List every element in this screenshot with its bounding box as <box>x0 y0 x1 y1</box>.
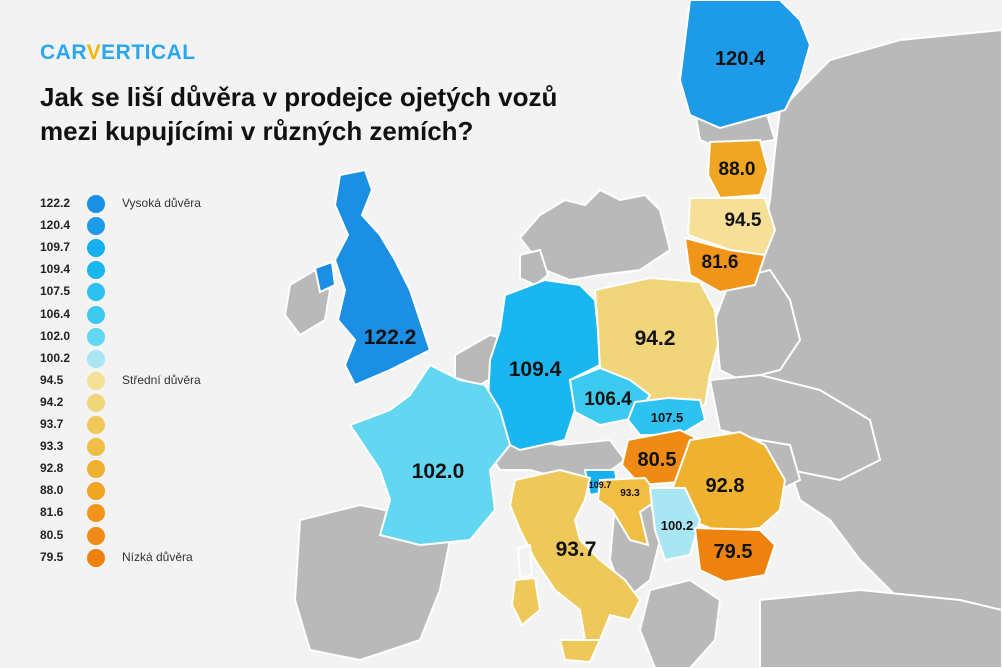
legend-value: 93.3 <box>40 439 64 454</box>
value-hungary: 80.5 <box>638 449 677 471</box>
legend-value: 94.2 <box>40 394 64 409</box>
value-lithuania: 94.5 <box>725 210 762 231</box>
greece-land <box>638 578 722 668</box>
legend-swatch-dot <box>87 239 105 258</box>
legend-label: Vysoká důvěra <box>122 196 201 210</box>
country-latvia <box>706 138 770 200</box>
carvertical-logo: CARVERTICAL <box>40 41 196 64</box>
legend-swatch-dot <box>87 305 105 324</box>
legend-label: Nízká důvěra <box>122 549 193 564</box>
legend-swatch-dot <box>87 195 105 213</box>
country-italy-sicily <box>558 639 602 664</box>
value-italy: 93.7 <box>556 538 597 561</box>
country-serbia <box>648 487 702 562</box>
country-croatia <box>596 476 662 547</box>
legend-value: 94.5 <box>40 372 64 387</box>
value-france: 102.0 <box>412 460 465 483</box>
legend-swatch-dot <box>87 393 105 412</box>
country-values: 120.4 88.0 94.5 81.6 122.2 109.4 94.2 10… <box>364 48 766 563</box>
country-bulgaria <box>693 526 777 584</box>
legend-swatch-dot <box>87 438 105 457</box>
legend-swatch-dot <box>87 504 105 523</box>
legend-value: 88.0 <box>40 483 64 498</box>
country-france <box>348 363 512 547</box>
country-lithuania-south <box>683 236 767 294</box>
legend-value: 109.4 <box>40 262 71 277</box>
value-germany: 109.4 <box>509 358 562 381</box>
legend-value: 120.4 <box>40 218 71 233</box>
country-corsica <box>516 543 534 580</box>
legend-value: 79.5 <box>40 549 64 564</box>
value-slovakia: 107.5 <box>651 410 684 425</box>
norway-sweden-land <box>518 188 672 282</box>
country-uk-ni <box>313 260 337 294</box>
legend-value: 122.2 <box>40 196 71 210</box>
value-finland: 120.4 <box>715 48 766 70</box>
legend-swatch-dot <box>87 327 105 346</box>
country-italy <box>508 468 642 641</box>
legend-value: 109.7 <box>40 240 71 255</box>
value-lithuania-south: 81.6 <box>702 252 739 273</box>
value-uk: 122.2 <box>364 326 417 349</box>
legend-value: 93.7 <box>40 417 64 431</box>
value-czechia: 106.4 <box>584 389 632 410</box>
legend-value: 106.4 <box>40 306 71 321</box>
value-romania: 92.8 <box>706 475 745 497</box>
legend-swatch-dot <box>87 371 105 390</box>
country-finland <box>678 0 812 130</box>
legend-value: 107.5 <box>40 284 71 299</box>
legend-swatch-dot <box>87 548 105 567</box>
country-slovakia <box>626 396 707 436</box>
legend-value: 100.2 <box>40 350 71 365</box>
legend-swatch-dot <box>87 416 105 434</box>
value-bulgaria: 79.5 <box>714 541 753 563</box>
legend-swatch-dot <box>87 460 105 479</box>
country-uk <box>333 168 432 387</box>
legend-swatch-dot <box>87 283 105 302</box>
highlighted-countries <box>313 0 812 664</box>
value-croatia: 93.3 <box>620 488 640 499</box>
legend-swatch-dot <box>87 217 105 236</box>
denmark-land <box>519 248 550 287</box>
legend-swatch-dot <box>87 261 105 280</box>
turkey-land <box>759 588 1002 668</box>
legend-value: 102.0 <box>40 328 71 343</box>
legend-swatch-dot <box>87 526 105 545</box>
legend-value: 92.8 <box>40 461 64 476</box>
map-title: Jak se liší důvěra v prodejce ojetých vo… <box>40 82 558 146</box>
value-poland: 94.2 <box>635 327 676 350</box>
legend-label: Střední důvěra <box>122 372 201 387</box>
legend-swatch-dot <box>87 349 105 368</box>
value-serbia: 100.2 <box>661 518 694 533</box>
value-latvia: 88.0 <box>719 159 756 180</box>
legend-value: 80.5 <box>40 527 64 542</box>
legend-swatch-dot <box>87 482 105 501</box>
country-italy-sardinia <box>510 576 542 627</box>
other-countries <box>283 28 1002 668</box>
legend-value: 81.6 <box>40 505 64 520</box>
value-slovenia: 109.7 <box>589 480 612 490</box>
country-poland <box>593 276 720 412</box>
